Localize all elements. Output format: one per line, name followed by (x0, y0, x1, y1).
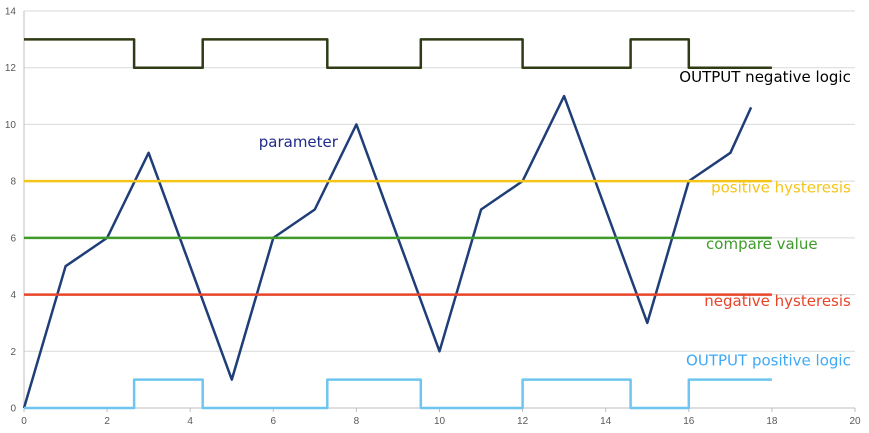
x-tick-label: 4 (187, 416, 193, 427)
series-line-output-positive (24, 378, 772, 410)
y-tick-label: 10 (5, 120, 17, 131)
y-tick-labels: 0 2 4 6 8 10 12 14 (5, 7, 17, 415)
y-tick-label: 6 (10, 233, 16, 244)
x-tick-labels: 0 2 4 6 8 10 12 14 16 18 20 (21, 408, 861, 427)
x-tick-label: 2 (104, 416, 110, 427)
x-tick-label: 0 (21, 416, 27, 427)
x-tick-label: 14 (600, 416, 612, 427)
series-line-output-negative (24, 38, 772, 69)
x-tick-label: 16 (683, 416, 695, 427)
x-tick-label: 10 (434, 416, 446, 427)
series (22, 38, 772, 410)
x-tick-label: 18 (766, 416, 778, 427)
y-tick-label: 2 (10, 347, 16, 358)
x-tick-label: 6 (271, 416, 277, 427)
y-tick-label: 12 (5, 63, 17, 74)
label-compare-value: compare value (706, 235, 818, 253)
y-tick-label: 0 (10, 404, 16, 415)
annotations: OUTPUT negative logic parameter positive h… (259, 68, 851, 370)
x-tick-label: 12 (517, 416, 529, 427)
label-positive-hysteresis: positive hysteresis (711, 178, 851, 196)
x-tick-label: 8 (354, 416, 360, 427)
label-output-positive: OUTPUT positive logic (686, 351, 851, 369)
series-line-parameter (22, 94, 753, 409)
label-negative-hysteresis: negative hysteresis (704, 292, 851, 310)
x-tick-label: 20 (849, 416, 861, 427)
label-parameter: parameter (259, 133, 339, 151)
label-output-negative: OUTPUT negative logic (679, 68, 851, 86)
y-tick-label: 8 (10, 177, 16, 188)
y-tick-label: 4 (10, 290, 16, 301)
y-tick-label: 14 (5, 7, 17, 18)
